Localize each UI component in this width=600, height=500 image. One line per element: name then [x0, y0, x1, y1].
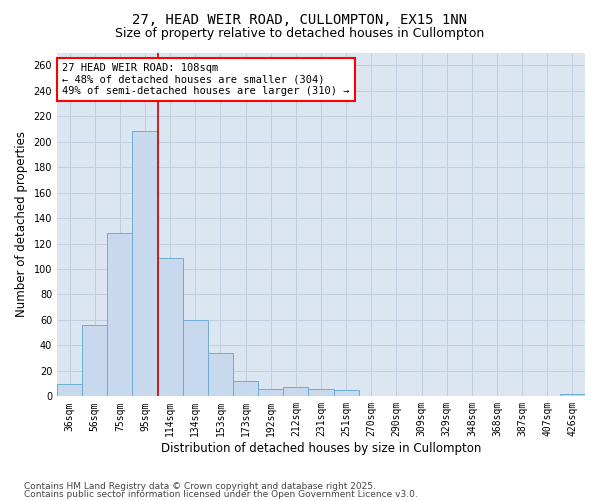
Bar — [283, 388, 308, 396]
Bar — [560, 394, 585, 396]
Bar — [107, 234, 133, 396]
Bar — [334, 390, 359, 396]
Y-axis label: Number of detached properties: Number of detached properties — [15, 132, 28, 318]
Text: 27 HEAD WEIR ROAD: 108sqm
← 48% of detached houses are smaller (304)
49% of semi: 27 HEAD WEIR ROAD: 108sqm ← 48% of detac… — [62, 63, 350, 96]
X-axis label: Distribution of detached houses by size in Cullompton: Distribution of detached houses by size … — [161, 442, 481, 455]
Bar — [183, 320, 208, 396]
Bar — [82, 325, 107, 396]
Bar — [133, 132, 158, 396]
Bar — [208, 353, 233, 397]
Bar — [158, 258, 183, 396]
Bar — [233, 381, 258, 396]
Text: 27, HEAD WEIR ROAD, CULLOMPTON, EX15 1NN: 27, HEAD WEIR ROAD, CULLOMPTON, EX15 1NN — [133, 12, 467, 26]
Bar — [308, 388, 334, 396]
Bar — [258, 388, 283, 396]
Text: Contains public sector information licensed under the Open Government Licence v3: Contains public sector information licen… — [24, 490, 418, 499]
Text: Contains HM Land Registry data © Crown copyright and database right 2025.: Contains HM Land Registry data © Crown c… — [24, 482, 376, 491]
Bar — [57, 384, 82, 396]
Text: Size of property relative to detached houses in Cullompton: Size of property relative to detached ho… — [115, 28, 485, 40]
